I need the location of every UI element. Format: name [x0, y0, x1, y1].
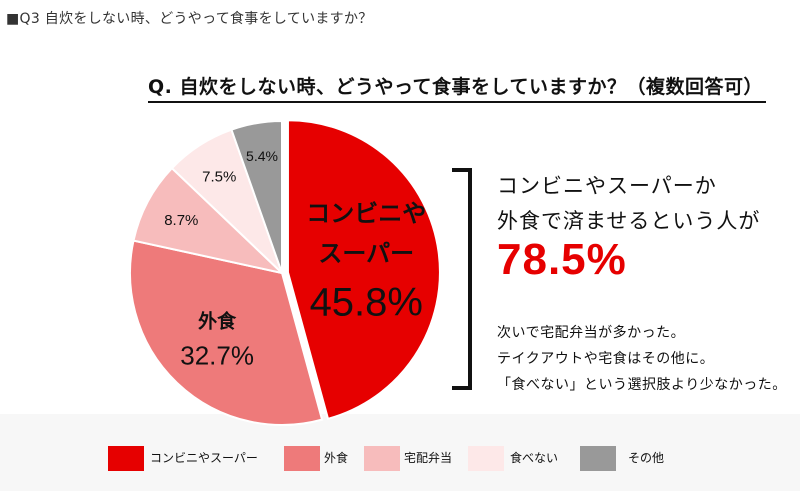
- slice-category-label: スーパー: [318, 240, 414, 268]
- legend-label: 食べない: [510, 451, 559, 465]
- summary-note-2: テイクアウトや宅食はその他に。: [497, 351, 715, 367]
- slice-value-label: 32.7%: [180, 340, 254, 370]
- legend-swatch-takuhai: [364, 446, 400, 471]
- summary-note-1: 次いで宅配弁当が多かった。: [497, 325, 686, 341]
- legend-label: 外食: [324, 451, 349, 465]
- summary-line-1: コンビニやスーパーか: [497, 174, 717, 198]
- title-underline: [148, 101, 766, 103]
- summary-bracket: [452, 168, 472, 390]
- slice-value-label: 7.5%: [202, 168, 236, 185]
- summary-note-3: 「食べない」という選択肢より少なかった。: [497, 377, 787, 393]
- slice-category-label: 外食: [198, 309, 237, 332]
- pie-slice: [132, 166, 286, 275]
- legend-label: コンビニやスーパー: [150, 451, 258, 465]
- legend-label: 宅配弁当: [404, 451, 453, 465]
- legend-swatch-sonota: [580, 446, 616, 471]
- page-header: ■Q3 自炊をしない時、どうやって食事をしていますか？: [6, 11, 373, 27]
- slice-category-label: コンビニや: [306, 200, 426, 228]
- pie-slice: [286, 119, 441, 421]
- pie-slice: [129, 239, 324, 426]
- legend-swatch-gaishoku: [284, 446, 320, 471]
- pie-slice: [230, 119, 283, 274]
- legend-swatch-tabenai: [468, 446, 504, 471]
- chart-title: Q. 自炊をしない時、どうやって食事をしていますか？（複数回答可）: [148, 76, 763, 98]
- slice-value-label: 45.8%: [310, 281, 423, 325]
- slice-value-label: 5.4%: [246, 148, 278, 164]
- summary-big-percent: 78.5%: [497, 235, 627, 284]
- legend-swatch-konbini: [108, 446, 144, 471]
- summary-line-2: 外食で済ませるという人が: [497, 209, 761, 233]
- legend-label: その他: [628, 451, 665, 465]
- slice-value-label: 8.7%: [164, 212, 198, 229]
